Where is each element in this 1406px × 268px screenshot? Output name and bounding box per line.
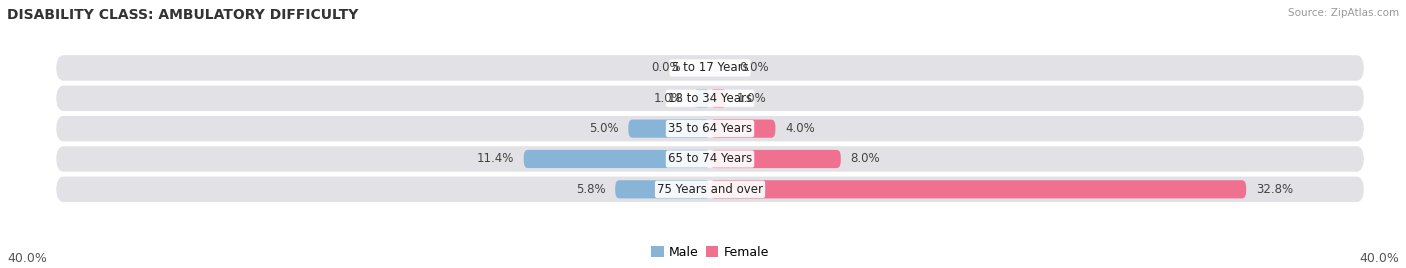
Text: 65 to 74 Years: 65 to 74 Years xyxy=(668,152,752,165)
FancyBboxPatch shape xyxy=(523,150,710,168)
FancyBboxPatch shape xyxy=(693,89,710,107)
FancyBboxPatch shape xyxy=(56,177,1364,202)
Text: 75 Years and over: 75 Years and over xyxy=(657,183,763,196)
FancyBboxPatch shape xyxy=(628,120,710,138)
FancyBboxPatch shape xyxy=(56,85,1364,111)
FancyBboxPatch shape xyxy=(56,146,1364,172)
Text: 8.0%: 8.0% xyxy=(851,152,880,165)
FancyBboxPatch shape xyxy=(710,120,776,138)
FancyBboxPatch shape xyxy=(710,89,727,107)
Text: 1.0%: 1.0% xyxy=(737,92,766,105)
Text: 0.0%: 0.0% xyxy=(740,61,769,75)
FancyBboxPatch shape xyxy=(710,180,1246,198)
FancyBboxPatch shape xyxy=(56,55,1364,81)
Text: 0.0%: 0.0% xyxy=(651,61,681,75)
Text: 5 to 17 Years: 5 to 17 Years xyxy=(672,61,748,75)
Text: 40.0%: 40.0% xyxy=(7,252,46,265)
Legend: Male, Female: Male, Female xyxy=(647,241,773,264)
Text: 5.8%: 5.8% xyxy=(576,183,606,196)
Text: 40.0%: 40.0% xyxy=(1360,252,1399,265)
Text: 11.4%: 11.4% xyxy=(477,152,515,165)
Text: 18 to 34 Years: 18 to 34 Years xyxy=(668,92,752,105)
Text: 5.0%: 5.0% xyxy=(589,122,619,135)
FancyBboxPatch shape xyxy=(56,116,1364,142)
Text: 1.0%: 1.0% xyxy=(654,92,683,105)
Text: Source: ZipAtlas.com: Source: ZipAtlas.com xyxy=(1288,8,1399,18)
FancyBboxPatch shape xyxy=(710,150,841,168)
FancyBboxPatch shape xyxy=(616,180,710,198)
Text: 32.8%: 32.8% xyxy=(1256,183,1294,196)
Text: 35 to 64 Years: 35 to 64 Years xyxy=(668,122,752,135)
Text: 4.0%: 4.0% xyxy=(785,122,815,135)
Text: DISABILITY CLASS: AMBULATORY DIFFICULTY: DISABILITY CLASS: AMBULATORY DIFFICULTY xyxy=(7,8,359,22)
